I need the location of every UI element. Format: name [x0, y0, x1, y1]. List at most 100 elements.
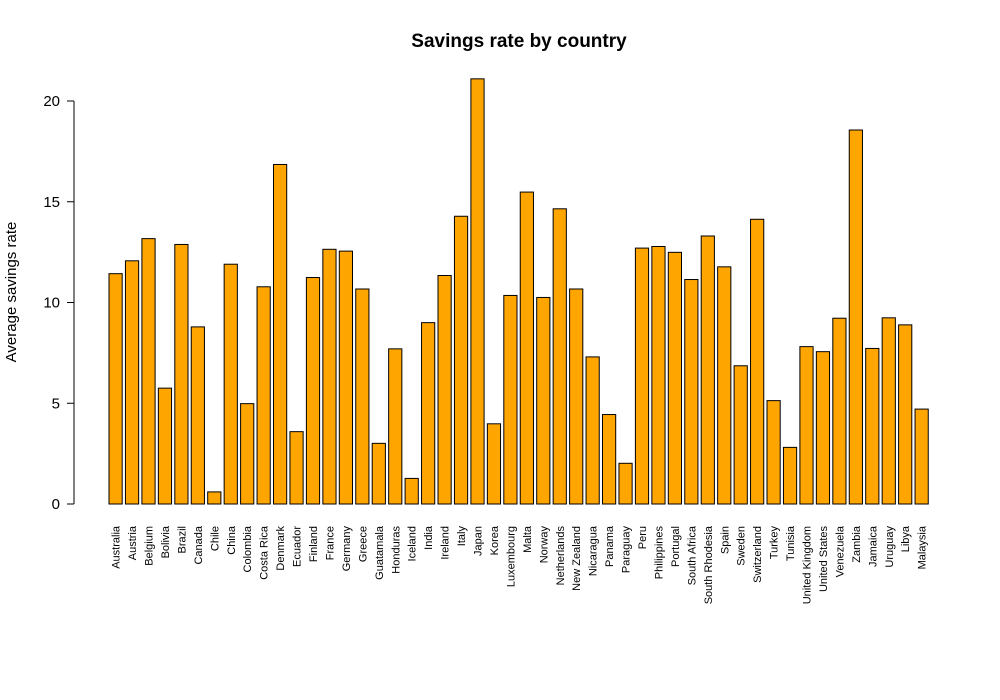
bar-greece	[355, 288, 370, 505]
x-tick-label: Malta	[522, 525, 534, 553]
x-tick-label: Honduras	[390, 526, 402, 574]
x-tick-label: Chile	[209, 526, 221, 551]
x-tick-label: Spain	[719, 526, 731, 554]
bar-switzerland	[750, 218, 765, 505]
bar-japan	[470, 78, 485, 505]
bar-honduras	[388, 348, 403, 505]
x-tick-label: Finland	[308, 526, 320, 562]
bar-zambia	[848, 129, 863, 505]
bar-norway	[536, 296, 551, 505]
x-tick-label: Ireland	[440, 526, 452, 560]
bar-korea	[486, 423, 502, 505]
bar-spain	[717, 266, 732, 505]
bar-costa-rica	[256, 286, 271, 505]
x-tick-label: New Zealand	[571, 526, 583, 591]
y-axis: 0 5 10 15 20	[43, 93, 75, 513]
bar-peru	[634, 247, 650, 505]
x-tick-label: South Rhodesia	[703, 525, 715, 604]
x-tick-label: Greece	[357, 526, 369, 562]
y-tick-label: 5	[52, 395, 60, 412]
x-tick-label: Peru	[637, 526, 649, 549]
x-tick-label: Switzerland	[752, 526, 764, 583]
bar-finland	[305, 277, 321, 505]
x-tick-label: Costa Rica	[259, 525, 271, 580]
bars-group	[108, 78, 929, 505]
x-tick-label: Turkey	[769, 526, 781, 560]
bar-malaysia	[914, 408, 929, 505]
x-tick-label: Australia	[111, 525, 123, 569]
bar-france	[322, 248, 337, 505]
bar-ecuador	[289, 431, 304, 505]
x-tick-label: Philippines	[653, 526, 665, 580]
bar-nicaragua	[585, 356, 600, 505]
x-tick-label: China	[226, 525, 238, 555]
bar-china	[223, 263, 238, 505]
x-tick-label: Ecuador	[292, 526, 304, 567]
bar-philippines	[651, 245, 666, 505]
x-tick-label: Tunisia	[785, 525, 797, 561]
bar-austria	[124, 260, 140, 505]
x-tick-label: Paraguay	[621, 526, 633, 574]
bar-india	[421, 322, 436, 505]
x-tick-label: Libya	[900, 525, 912, 552]
bar-uruguay	[881, 317, 896, 505]
x-tick-label: Germany	[341, 526, 353, 572]
bar-portugal	[667, 251, 682, 505]
bar-sweden	[733, 365, 748, 505]
bar-brazil	[174, 243, 189, 505]
bar-libya	[898, 324, 913, 505]
x-tick-label: Panama	[604, 525, 616, 567]
bar-tunisia	[782, 446, 798, 505]
bar-venezuela	[832, 317, 847, 505]
bar-turkey	[766, 400, 781, 505]
bar-italy	[453, 215, 469, 505]
bar-ireland	[437, 274, 452, 505]
x-tick-label: Bolivia	[160, 525, 172, 558]
bar-south-africa	[684, 279, 699, 505]
x-tick-label: Portugal	[670, 526, 682, 567]
x-tick-label: Venezuela	[834, 525, 846, 577]
x-tick-label: United States	[818, 526, 830, 593]
x-tick-label: Belgium	[144, 526, 156, 566]
bar-netherlands	[552, 208, 567, 505]
bar-belgium	[141, 238, 156, 505]
bar-australia	[108, 273, 123, 505]
x-tick-label: Canada	[193, 525, 205, 564]
bar-canada	[190, 326, 205, 505]
x-tick-label: France	[324, 526, 336, 560]
x-tick-labels: Australia Austria Belgium Bolivia Brazil Cana…	[111, 525, 929, 604]
x-tick-label: Colombia	[242, 525, 254, 572]
x-tick-label: Malaysia	[917, 525, 929, 569]
bar-jamaica	[865, 347, 880, 505]
x-tick-label: Austria	[127, 525, 139, 560]
y-axis-label: Average savings rate	[3, 222, 20, 363]
bar-new-zealand	[569, 288, 584, 505]
bar-iceland	[404, 477, 419, 505]
x-tick-label: United Kingdom	[802, 526, 814, 604]
chart-title: Savings rate by country	[411, 31, 627, 52]
y-tick-label: 20	[43, 93, 60, 110]
bar-paraguay	[618, 462, 633, 505]
x-tick-label: Uruguay	[884, 526, 896, 568]
x-tick-label: Italy	[456, 526, 468, 547]
x-tick-label: South Africa	[686, 525, 698, 585]
bar-malta	[519, 191, 534, 505]
y-tick-label: 10	[43, 295, 60, 312]
y-tick-label: 0	[52, 496, 60, 513]
bar-colombia	[240, 403, 255, 505]
bar-united-states	[815, 351, 831, 505]
x-tick-label: Jamaica	[867, 525, 879, 567]
bar-luxembourg	[503, 294, 518, 505]
x-tick-label: Korea	[489, 525, 501, 555]
x-tick-label: Luxembourg	[505, 526, 517, 587]
x-tick-label: Guatamala	[374, 525, 386, 580]
y-tick-label: 15	[43, 194, 60, 211]
x-tick-label: Japan	[473, 526, 485, 556]
bar-united-kingdom	[799, 346, 814, 505]
x-tick-label: Sweden	[736, 526, 748, 566]
x-tick-label: India	[423, 525, 435, 550]
bar-chile	[207, 491, 222, 505]
x-tick-label: Netherlands	[555, 526, 567, 586]
